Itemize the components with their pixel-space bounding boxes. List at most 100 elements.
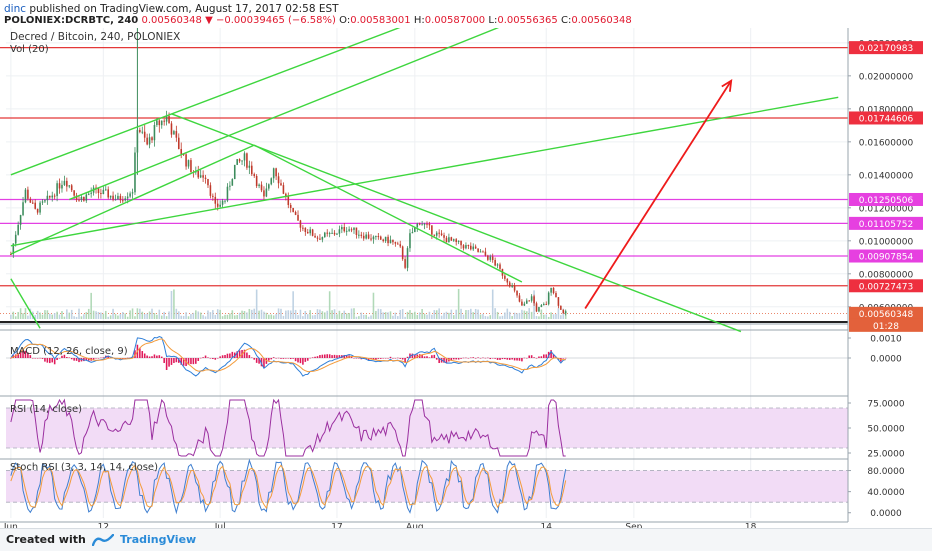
macd-histogram-bar — [343, 354, 346, 358]
macd-histogram-bar — [508, 358, 511, 360]
volume-bar — [61, 311, 63, 319]
level-badge-bg — [849, 111, 923, 125]
volume-bar — [231, 310, 234, 319]
candle-body — [367, 234, 370, 239]
macd-histogram-bar — [207, 357, 209, 358]
price-change: −0.00039465 (−6.58%) — [215, 15, 336, 26]
volume-bar — [148, 311, 151, 319]
candle-body — [165, 115, 168, 122]
price-axis[interactable]: 0.022000000.020000000.018000000.01600000… — [847, 28, 923, 522]
author-name[interactable]: dinc — [4, 3, 27, 15]
candle-body — [530, 296, 533, 301]
macd-histogram-bar — [314, 356, 316, 358]
macd-histogram-bar — [22, 350, 24, 358]
volume-bar — [268, 314, 270, 319]
volume-bar — [525, 311, 528, 319]
trend-line — [171, 113, 742, 333]
candle-body — [114, 199, 117, 201]
macd-histogram-bar — [523, 357, 526, 359]
price-tick-label: 0.01000000 — [859, 237, 914, 247]
macd-histogram-bar — [377, 358, 380, 359]
volume-bar — [387, 312, 389, 319]
macd-histogram-bar — [141, 351, 144, 358]
volume-bar — [470, 308, 472, 319]
macd-histogram-bar — [511, 358, 513, 360]
candle-body — [513, 285, 516, 291]
candle-body — [433, 234, 436, 236]
volume-bar — [163, 311, 165, 319]
rsi-line — [10, 398, 566, 457]
volume-bar — [70, 309, 73, 319]
macd-histogram-bar — [85, 358, 88, 361]
candle-body — [309, 229, 311, 234]
macd-histogram-bar — [406, 356, 409, 358]
volume-bar — [409, 310, 411, 319]
volume-bar — [506, 308, 509, 319]
tradingview-brand[interactable]: TradingView — [120, 533, 197, 546]
chart-canvas[interactable]: 0.022000000.020000000.018000000.01600000… — [0, 28, 932, 528]
volume-bar — [214, 314, 217, 319]
candle-body — [550, 287, 552, 293]
volume-bar — [14, 316, 17, 319]
candle-body — [182, 154, 185, 156]
tradingview-logo-icon[interactable] — [92, 534, 114, 546]
candle-body — [10, 254, 12, 256]
volume-bar — [241, 310, 243, 319]
volume-bar — [270, 314, 273, 319]
volume-bar — [482, 313, 484, 319]
level-badge-bg — [849, 192, 923, 206]
macd-histogram-bar — [151, 356, 153, 358]
candle-body — [241, 160, 243, 162]
candle-body — [68, 185, 71, 187]
macd-histogram-bar — [513, 358, 516, 361]
macd-histogram-bar — [496, 358, 499, 360]
macd-histogram-bar — [177, 358, 180, 363]
price-tick-label: 0.02000000 — [859, 72, 914, 82]
trend-line — [10, 28, 401, 176]
macd-histogram-bar — [124, 358, 127, 359]
candle-body — [538, 307, 540, 312]
macd-histogram-bar — [375, 358, 377, 360]
candle-body — [63, 180, 66, 185]
volume-bar — [367, 316, 370, 319]
macd-histogram-bar — [530, 355, 533, 358]
volume-bar — [360, 312, 363, 319]
candle-body — [255, 175, 258, 187]
macd-histogram-bar — [73, 358, 75, 361]
candle-body — [212, 195, 214, 197]
macd-histogram-bar — [494, 358, 496, 359]
candle-body — [238, 159, 241, 162]
macd-histogram-bar — [521, 358, 523, 362]
volume-bar — [182, 315, 185, 319]
volume-bar — [411, 312, 414, 319]
macd-histogram-bar — [416, 354, 419, 358]
volume-bar — [331, 310, 333, 319]
trend-lines[interactable] — [10, 28, 932, 528]
candle-body — [187, 160, 190, 167]
price-tick-label: 0.00800000 — [859, 270, 914, 280]
volume-bar — [379, 309, 382, 319]
macd-histogram-bar — [292, 358, 294, 359]
projection-arrow[interactable] — [584, 79, 733, 309]
volume-bar — [341, 313, 343, 319]
trend-line — [253, 144, 523, 283]
macd-histogram-bar — [438, 358, 440, 364]
macd-histogram-bar — [97, 358, 100, 359]
volume-bar — [389, 311, 392, 319]
candle-body — [560, 305, 562, 310]
candle-body — [104, 189, 107, 191]
down-arrow-icon: ▼ — [205, 15, 213, 26]
time-axis[interactable]: Jun 12 Jul 17 Aug 14 Sep 18 — [0, 521, 848, 528]
macd-histogram-bar — [209, 358, 212, 359]
candle-body — [22, 202, 24, 216]
volume-bar — [282, 315, 285, 319]
candle-body — [51, 195, 54, 198]
volume-bar — [423, 313, 426, 319]
close-value: 0.00560348 — [571, 15, 632, 26]
macd-histogram-bar — [504, 358, 506, 360]
macd-histogram-bar — [506, 358, 509, 360]
horizontal-levels[interactable] — [0, 47, 848, 314]
volume-bar — [292, 291, 294, 319]
macd-histogram-bar — [126, 357, 129, 359]
candle-body — [414, 227, 416, 233]
